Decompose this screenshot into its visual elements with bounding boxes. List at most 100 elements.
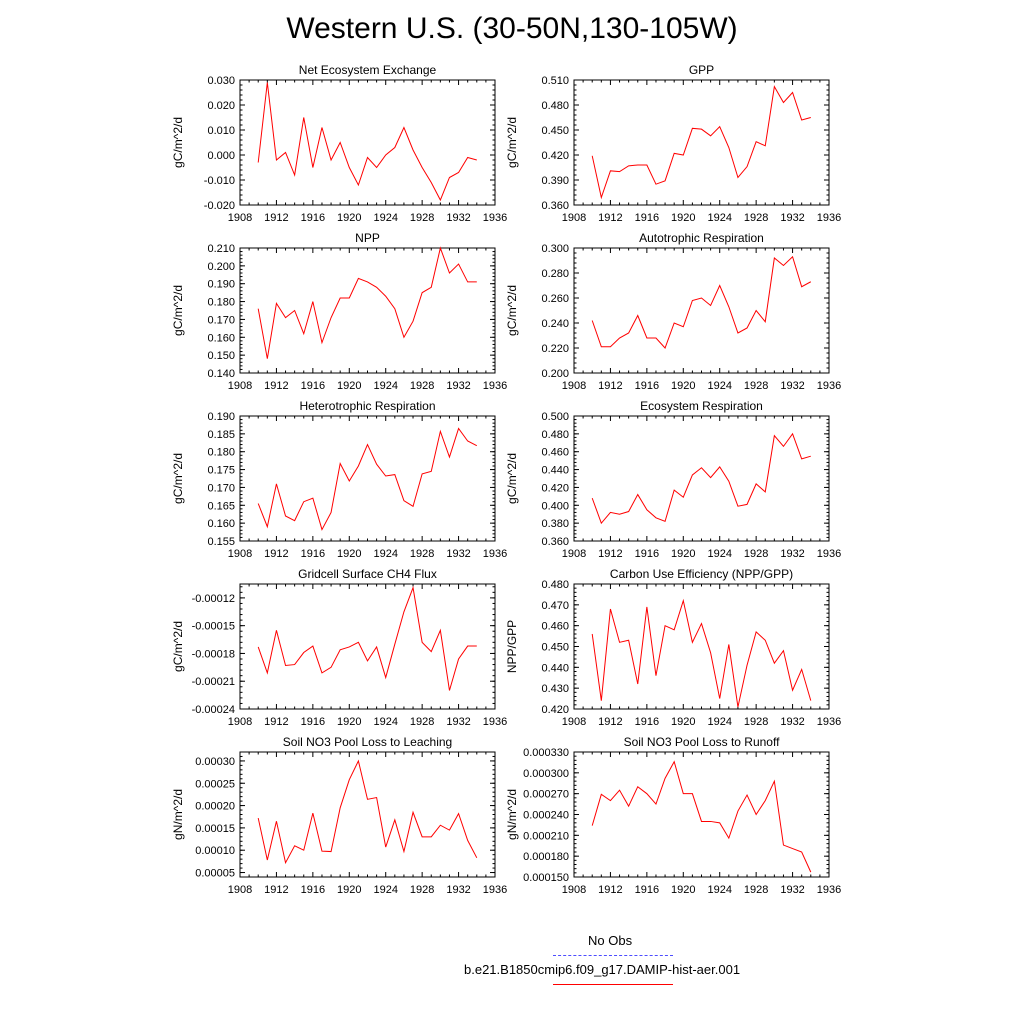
x-tick-label: 1928: [744, 884, 768, 896]
x-tick-label: 1936: [817, 716, 841, 728]
y-tick-label: 0.000330: [523, 747, 569, 759]
x-tick-label: 1912: [264, 716, 288, 728]
y-tick-label: 0.140: [207, 368, 235, 380]
x-tick-label: 1912: [598, 548, 622, 560]
y-axis-label: NPP/GPP: [505, 620, 519, 673]
series-line: [591, 598, 812, 708]
y-tick-label: 0.450: [541, 125, 569, 137]
x-tick-label: 1908: [562, 548, 586, 560]
x-tick-label: 1932: [446, 380, 470, 392]
series-line: [257, 246, 477, 359]
chart-title: NPP: [355, 231, 380, 245]
x-tick-label: 1920: [671, 380, 695, 392]
y-tick-label: 0.400: [541, 500, 569, 512]
y-tick-label: 0.300: [541, 243, 569, 255]
plot-frame: [573, 751, 830, 878]
plot-frame: [573, 247, 830, 374]
y-tick-label: -0.00024: [192, 704, 235, 716]
series-line: [591, 760, 812, 873]
x-tick-label: 1916: [635, 380, 659, 392]
y-tick-label: 0.280: [541, 268, 569, 280]
y-tick-label: 0.160: [207, 332, 235, 344]
x-tick-label: 1936: [483, 380, 507, 392]
y-tick-label: 0.175: [207, 465, 235, 477]
x-tick-label: 1912: [264, 884, 288, 896]
y-tick-label: 0.200: [541, 368, 569, 380]
x-tick-label: 1912: [598, 716, 622, 728]
y-tick-label: 0.430: [541, 683, 569, 695]
chart-panel: Soil NO3 Pool Loss to Runoff gN/m^2/d 1908…: [505, 735, 841, 896]
plot-frame: [573, 79, 830, 206]
x-tick-label: 1920: [671, 548, 695, 560]
x-tick-label: 1932: [780, 212, 804, 224]
y-tick-label: 0.170: [207, 482, 235, 494]
y-tick-label: 0.000180: [523, 851, 569, 863]
x-tick-label: 1924: [373, 212, 397, 224]
y-tick-label: 0.020: [207, 100, 235, 112]
y-tick-label: 0.00005: [195, 868, 235, 880]
chart-title: Carbon Use Efficiency (NPP/GPP): [610, 567, 793, 581]
x-tick-label: 1916: [301, 380, 325, 392]
x-tick-label: 1932: [446, 212, 470, 224]
y-axis-label: gN/m^2/d: [171, 789, 185, 840]
x-tick-label: 1928: [410, 548, 434, 560]
chart-panel: GPP gC/m^2/d 1908 1912 1916 1920 1924 1928 1932 1…: [505, 63, 841, 224]
chart-title: GPP: [689, 63, 714, 77]
y-tick-label: 0.440: [541, 662, 569, 674]
y-axis-label: gC/m^2/d: [171, 453, 185, 504]
x-tick-label: 1920: [671, 716, 695, 728]
x-tick-label: 1932: [780, 548, 804, 560]
y-tick-label: -0.020: [204, 200, 235, 212]
x-tick-label: 1916: [635, 212, 659, 224]
y-tick-label: 0.165: [207, 500, 235, 512]
x-tick-label: 1908: [562, 380, 586, 392]
figure-title: Western U.S. (30-50N,130-105W): [286, 12, 738, 45]
y-tick-label: 0.000150: [523, 872, 569, 884]
plot-frame: [239, 79, 496, 206]
y-tick-label: 0.010: [207, 125, 235, 137]
y-tick-label: 0.00010: [195, 845, 235, 857]
chart-panel: Gridcell Surface CH4 Flux gC/m^2/d 1908 191…: [171, 567, 507, 728]
x-tick-label: 1916: [301, 212, 325, 224]
x-tick-label: 1928: [410, 716, 434, 728]
chart-title: Heterotrophic Respiration: [299, 399, 435, 413]
x-tick-label: 1920: [337, 884, 361, 896]
y-tick-label: 0.030: [207, 75, 235, 87]
y-axis-label: gC/m^2/d: [171, 285, 185, 336]
x-tick-label: 1924: [707, 212, 731, 224]
series-line: [591, 432, 811, 525]
chart-panel: Net Ecosystem Exchange gC/m^2/d 1908 1912 19…: [171, 63, 507, 224]
plot-frame: [239, 583, 496, 710]
chart-panel: NPP gC/m^2/d 1908 1912 1916 1920 1924 1928 1932 1…: [171, 231, 507, 392]
y-tick-label: 0.000240: [523, 810, 569, 822]
x-tick-label: 1920: [337, 212, 361, 224]
series-line: [257, 82, 477, 202]
y-tick-label: -0.00018: [192, 648, 235, 660]
x-tick-label: 1924: [373, 380, 397, 392]
y-tick-label: -0.00012: [192, 593, 235, 605]
x-tick-label: 1912: [264, 548, 288, 560]
x-tick-label: 1932: [780, 716, 804, 728]
x-tick-label: 1916: [301, 884, 325, 896]
x-tick-label: 1932: [780, 884, 804, 896]
y-tick-label: 0.00015: [195, 823, 235, 835]
y-tick-label: 0.440: [541, 465, 569, 477]
x-tick-label: 1924: [373, 884, 397, 896]
y-tick-label: 0.470: [541, 600, 569, 612]
x-tick-label: 1912: [598, 884, 622, 896]
y-tick-label: 0.220: [541, 343, 569, 355]
chart-panel: Heterotrophic Respiration gC/m^2/d 1908 191…: [171, 399, 507, 560]
x-tick-label: 1924: [707, 380, 731, 392]
x-tick-label: 1920: [671, 884, 695, 896]
x-tick-label: 1908: [562, 212, 586, 224]
x-tick-label: 1916: [635, 884, 659, 896]
y-tick-label: 0.380: [541, 518, 569, 530]
x-tick-label: 1916: [635, 716, 659, 728]
y-tick-label: 0.185: [207, 429, 235, 441]
chart-title: Ecosystem Respiration: [640, 399, 763, 413]
y-tick-label: 0.420: [541, 704, 569, 716]
y-axis-label: gC/m^2/d: [505, 285, 519, 336]
y-tick-label: 0.150: [207, 350, 235, 362]
x-tick-label: 1932: [446, 548, 470, 560]
x-tick-label: 1936: [483, 884, 507, 896]
